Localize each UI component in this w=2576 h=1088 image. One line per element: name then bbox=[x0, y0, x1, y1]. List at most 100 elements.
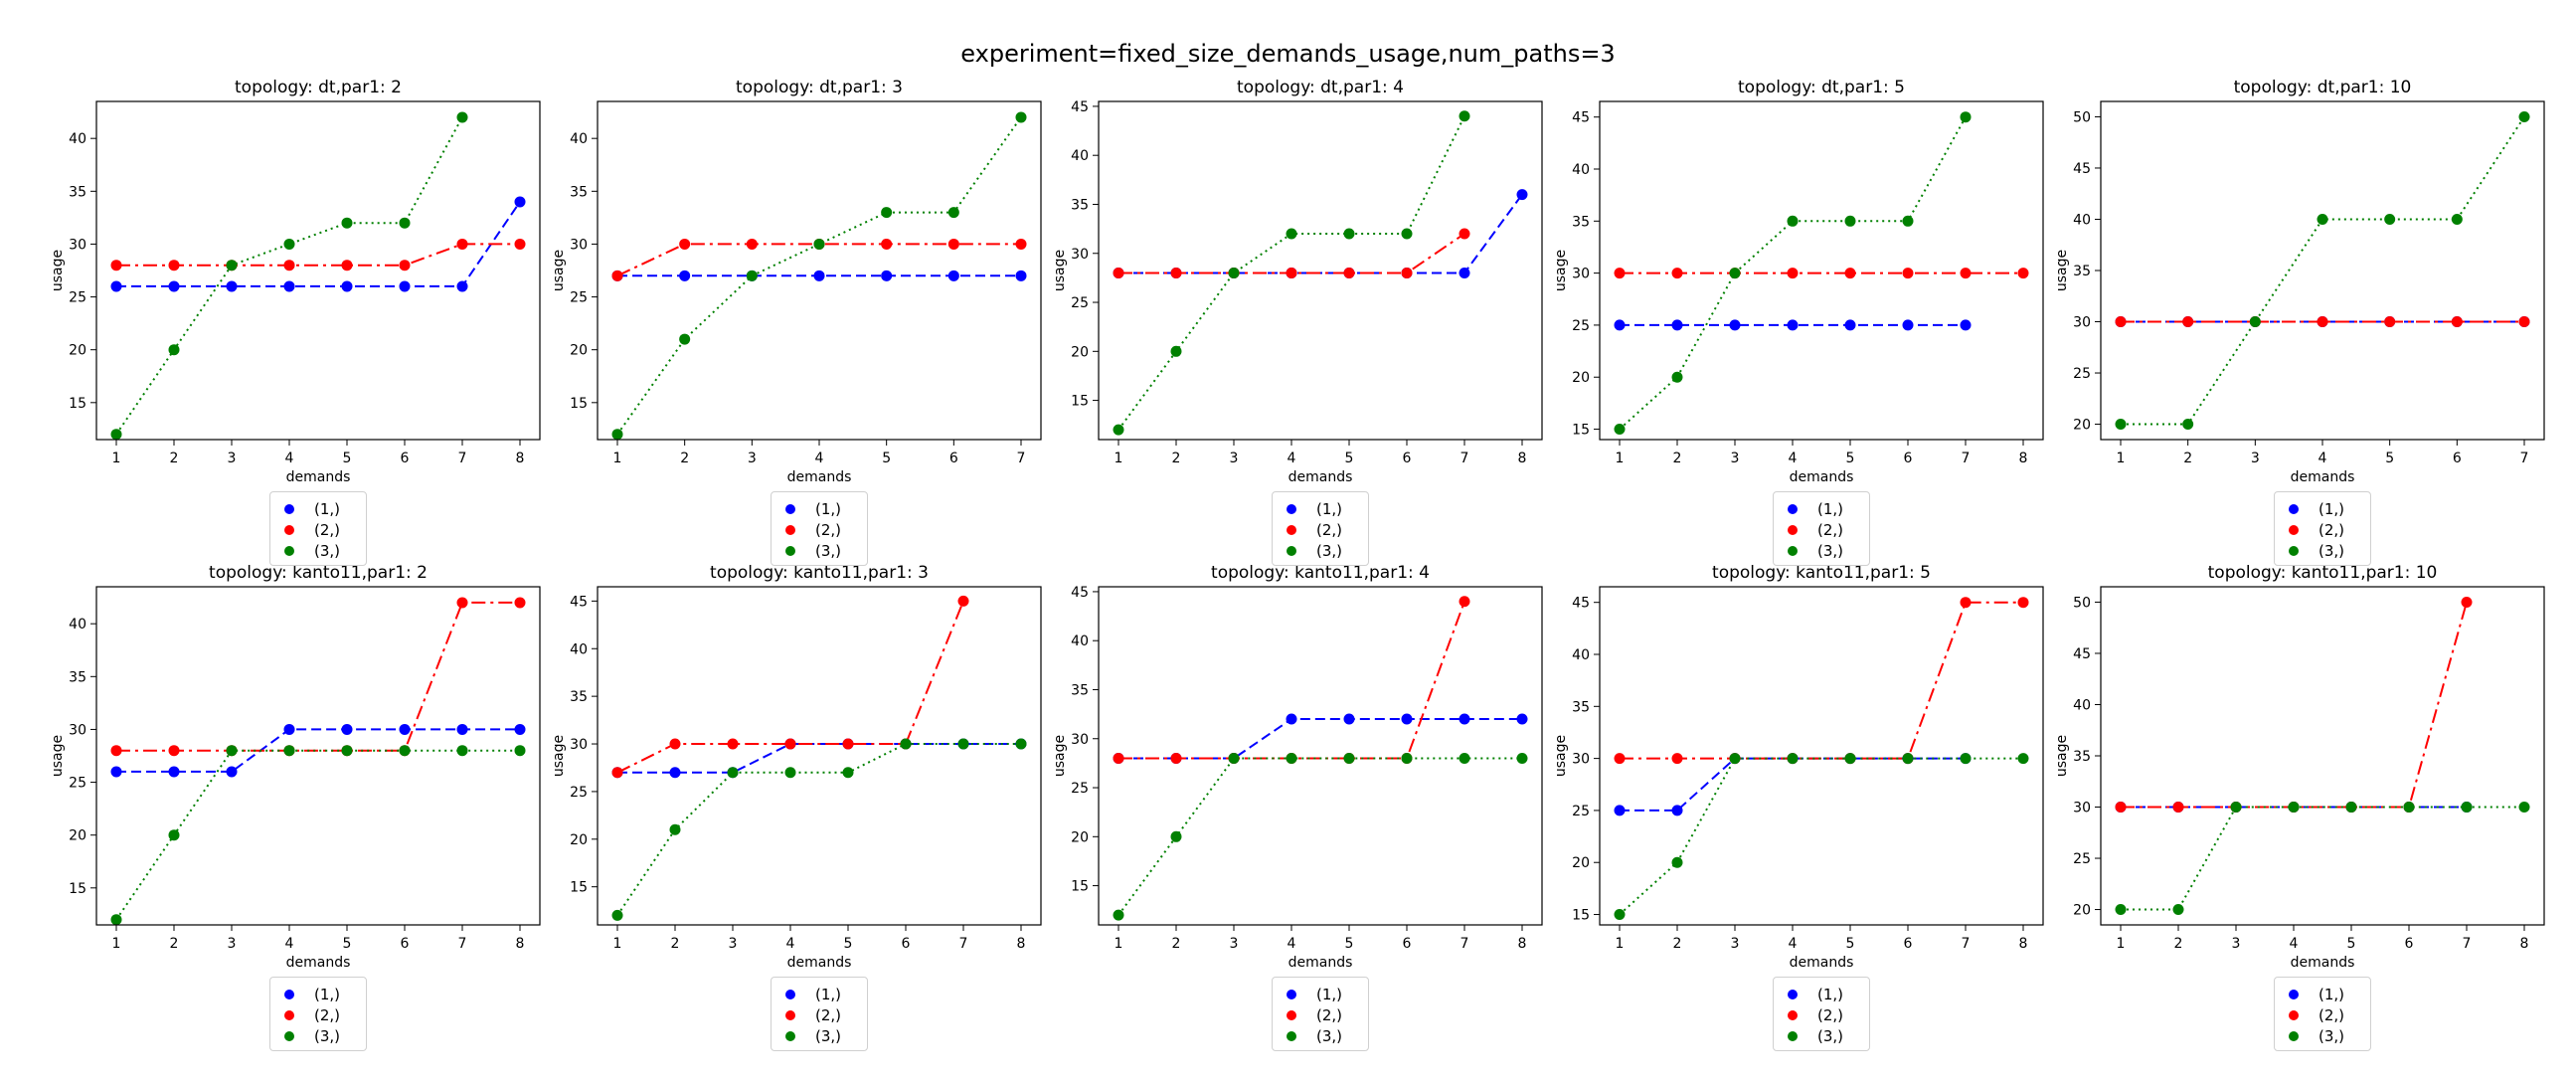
data-point bbox=[341, 280, 353, 292]
y-tick-label: 25 bbox=[1071, 781, 1089, 797]
data-point bbox=[283, 260, 295, 272]
data-point bbox=[341, 723, 353, 735]
x-tick-label: 6 bbox=[1403, 451, 1412, 466]
data-point bbox=[399, 280, 411, 292]
plot-frame bbox=[1599, 100, 2044, 441]
data-point bbox=[399, 217, 411, 229]
data-point bbox=[1459, 110, 1470, 122]
subplot-title: topology: kanto11,par1: 2 bbox=[209, 563, 428, 583]
legend-marker bbox=[1788, 989, 1798, 999]
x-tick-label: 2 bbox=[671, 936, 680, 952]
plot-frame bbox=[1098, 586, 1543, 926]
y-tick-label: 15 bbox=[69, 881, 86, 897]
data-point bbox=[456, 280, 468, 292]
legend-marker bbox=[284, 545, 294, 556]
legend-marker bbox=[284, 1009, 294, 1020]
legend-entry: (2,) bbox=[781, 519, 857, 540]
data-point bbox=[2288, 802, 2300, 814]
x-tick-label: 5 bbox=[343, 936, 352, 952]
x-tick-label: 5 bbox=[2347, 936, 2356, 952]
data-point bbox=[679, 270, 691, 281]
data-point bbox=[341, 260, 353, 272]
legend-marker bbox=[1287, 989, 1296, 999]
legend-label: (1,) bbox=[1316, 499, 1343, 518]
data-point bbox=[947, 270, 959, 281]
legend-entry: (1,) bbox=[1283, 498, 1358, 519]
x-tick-label: 2 bbox=[170, 451, 179, 466]
x-tick-label: 1 bbox=[2117, 451, 2126, 466]
x-tick-label: 4 bbox=[285, 936, 294, 952]
data-point bbox=[1286, 228, 1297, 240]
legend-entry: (3,) bbox=[280, 540, 356, 561]
x-tick-label: 5 bbox=[343, 451, 352, 466]
legend-label: (2,) bbox=[1817, 1005, 1844, 1024]
data-point bbox=[226, 280, 238, 292]
legend-entry: (3,) bbox=[781, 1025, 857, 1046]
legend-entry: (2,) bbox=[2285, 519, 2360, 540]
y-tick-label: 35 bbox=[1071, 682, 1089, 698]
legend-entry: (3,) bbox=[2285, 540, 2360, 561]
x-tick-label: 8 bbox=[1518, 451, 1527, 466]
plot-frame bbox=[95, 100, 541, 441]
x-tick-label: 2 bbox=[2183, 451, 2192, 466]
x-axis-label: demands bbox=[1790, 955, 1854, 971]
data-point bbox=[1671, 753, 1683, 765]
y-tick-label: 20 bbox=[69, 343, 86, 359]
data-point bbox=[1401, 267, 1413, 278]
series-line-(2,) bbox=[2121, 602, 2468, 809]
data-point bbox=[2017, 268, 2029, 279]
y-tick-label: 15 bbox=[570, 880, 588, 896]
subplot-title: topology: kanto11,par1: 10 bbox=[2208, 563, 2438, 583]
x-tick-label: 2 bbox=[1673, 936, 1682, 952]
y-tick-label: 40 bbox=[1572, 162, 1590, 178]
x-tick-label: 3 bbox=[228, 451, 237, 466]
y-tick-label: 30 bbox=[1572, 752, 1590, 768]
legend-entry: (1,) bbox=[1784, 498, 1859, 519]
legend-entry: (3,) bbox=[1784, 540, 1859, 561]
series-line-(3,) bbox=[2121, 115, 2525, 426]
y-tick-label: 35 bbox=[570, 184, 588, 200]
legend-entry: (3,) bbox=[2285, 1025, 2360, 1046]
y-tick-label: 30 bbox=[570, 237, 588, 253]
y-axis-label: usage bbox=[2054, 735, 2070, 777]
y-axis-label: usage bbox=[1553, 250, 1569, 291]
legend-marker bbox=[1788, 1009, 1798, 1020]
data-point bbox=[1844, 215, 1856, 227]
legend-label: (1,) bbox=[2318, 499, 2345, 518]
legend-label: (3,) bbox=[1817, 1026, 1844, 1045]
y-tick-label: 25 bbox=[570, 290, 588, 306]
legend-marker bbox=[785, 524, 795, 535]
legend-marker bbox=[284, 524, 294, 535]
data-point bbox=[1113, 752, 1124, 764]
data-point bbox=[1170, 345, 1182, 357]
data-point bbox=[1960, 268, 1972, 279]
legend-entry: (2,) bbox=[1784, 1004, 1859, 1025]
data-point bbox=[727, 738, 739, 750]
data-point bbox=[1671, 319, 1683, 331]
legend-marker bbox=[785, 545, 795, 556]
x-axis-label: demands bbox=[1288, 955, 1353, 971]
subplot-4: topology: dt,par1: 51 2 3 4 5 6 7 8152025303540… bbox=[1553, 78, 2044, 485]
legend-entry: (3,) bbox=[1283, 1025, 1358, 1046]
legend-label: (1,) bbox=[815, 985, 842, 1003]
x-tick-label: 5 bbox=[1345, 936, 1354, 952]
x-tick-label: 4 bbox=[285, 451, 294, 466]
legend-label: (2,) bbox=[2318, 520, 2345, 539]
x-tick-label: 7 bbox=[1460, 451, 1469, 466]
series-line-(1,) bbox=[116, 728, 520, 773]
legend-label: (3,) bbox=[314, 541, 341, 560]
data-point bbox=[456, 723, 468, 735]
legend-entry: (3,) bbox=[1283, 540, 1358, 561]
legend: (1,) (2,) (3,) bbox=[771, 977, 868, 1051]
x-tick-label: 6 bbox=[949, 451, 958, 466]
subplot-7: topology: kanto11,par1: 31 2 3 4 5 6 7 81520253… bbox=[551, 563, 1042, 971]
y-axis-label: usage bbox=[1052, 250, 1068, 291]
data-point bbox=[842, 738, 854, 750]
legend-marker bbox=[1287, 1030, 1296, 1041]
y-tick-label: 15 bbox=[1572, 908, 1590, 924]
x-tick-label: 4 bbox=[1789, 451, 1798, 466]
data-point bbox=[1170, 267, 1182, 278]
series-line-(1,) bbox=[1118, 718, 1522, 760]
legend-entry: (1,) bbox=[280, 984, 356, 1004]
